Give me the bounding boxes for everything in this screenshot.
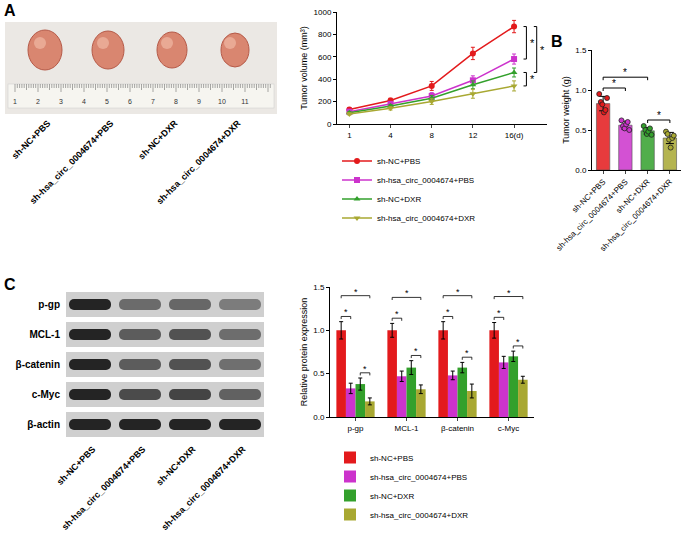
svg-text:sh-hsa_circ_0004674+PBS: sh-hsa_circ_0004674+PBS — [377, 176, 474, 185]
svg-text:1.0: 1.0 — [313, 326, 325, 335]
svg-text:1000: 1000 — [314, 8, 332, 17]
svg-text:*: * — [657, 110, 661, 121]
svg-text:β-catenin: β-catenin — [441, 424, 474, 433]
svg-text:0.5: 0.5 — [575, 126, 587, 135]
svg-text:Relative protein expression: Relative protein expression — [299, 298, 309, 407]
svg-text:*: * — [456, 287, 460, 297]
svg-text:MCL-1: MCL-1 — [29, 329, 60, 340]
svg-text:sh-hsa_circ_0004674+DXR: sh-hsa_circ_0004674+DXR — [598, 177, 674, 253]
svg-text:*: * — [530, 73, 535, 85]
svg-text:sh-hsa_circ_0004674+DXR: sh-hsa_circ_0004674+DXR — [160, 444, 248, 532]
svg-text:3: 3 — [59, 98, 63, 105]
svg-text:sh-NC+PBS: sh-NC+PBS — [10, 118, 53, 161]
svg-text:*: * — [363, 364, 367, 374]
svg-text:*: * — [465, 348, 469, 358]
svg-text:*: * — [414, 346, 418, 356]
svg-text:*: * — [497, 308, 501, 318]
svg-text:*: * — [507, 288, 511, 298]
svg-text:Tumor weight (g): Tumor weight (g) — [561, 76, 571, 144]
svg-text:sh-hsa_circ_0004674+PBS: sh-hsa_circ_0004674+PBS — [555, 177, 630, 252]
svg-text:p-gp: p-gp — [347, 424, 364, 433]
svg-text:6: 6 — [128, 98, 132, 105]
svg-text:1.5: 1.5 — [575, 46, 587, 55]
svg-text:sh-hsa_circ_0004674+DXR: sh-hsa_circ_0004674+DXR — [377, 214, 475, 223]
svg-text:*: * — [405, 288, 409, 298]
svg-text:0: 0 — [327, 120, 332, 129]
svg-text:1.0: 1.0 — [575, 86, 587, 95]
svg-text:10: 10 — [218, 98, 226, 105]
svg-text:9: 9 — [197, 98, 201, 105]
svg-text:1: 1 — [13, 98, 17, 105]
svg-text:0.0: 0.0 — [575, 166, 587, 175]
svg-text:800: 800 — [318, 30, 332, 39]
svg-text:*: * — [446, 307, 450, 317]
svg-text:sh-hsa_circ_0004674+PBS: sh-hsa_circ_0004674+PBS — [60, 444, 148, 532]
svg-text:2: 2 — [36, 98, 40, 105]
svg-text:B: B — [551, 33, 563, 50]
svg-text:*: * — [395, 309, 399, 319]
svg-text:8: 8 — [174, 98, 178, 105]
svg-text:1.5: 1.5 — [313, 283, 325, 292]
svg-text:0.5: 0.5 — [313, 369, 325, 378]
svg-text:β-catenin: β-catenin — [16, 359, 60, 370]
svg-text:*: * — [540, 44, 545, 56]
svg-text:sh-NC+DXR: sh-NC+DXR — [614, 177, 652, 215]
svg-text:C: C — [4, 276, 16, 293]
svg-text:sh-hsa_circ_0004674+PBS: sh-hsa_circ_0004674+PBS — [28, 118, 116, 206]
svg-text:β-actin: β-actin — [27, 419, 60, 430]
svg-text:sh-NC+DXR: sh-NC+DXR — [154, 444, 197, 487]
svg-text:sh-NC+PBS: sh-NC+PBS — [570, 177, 607, 214]
svg-text:MCL-1: MCL-1 — [394, 424, 419, 433]
svg-text:sh-NC+DXR: sh-NC+DXR — [370, 492, 414, 501]
svg-text:sh-NC+PBS: sh-NC+PBS — [377, 157, 420, 166]
svg-text:sh-NC+PBS: sh-NC+PBS — [370, 454, 413, 463]
svg-text:0.0: 0.0 — [313, 413, 325, 422]
svg-text:16(d): 16(d) — [505, 131, 524, 140]
svg-text:1: 1 — [347, 131, 352, 140]
svg-text:200: 200 — [318, 97, 332, 106]
svg-text:4: 4 — [388, 131, 393, 140]
svg-text:5: 5 — [105, 98, 109, 105]
svg-text:*: * — [516, 337, 520, 347]
svg-text:sh-NC+DXR: sh-NC+DXR — [136, 118, 179, 161]
svg-text:*: * — [354, 287, 358, 297]
svg-text:*: * — [612, 78, 616, 89]
svg-text:400: 400 — [318, 75, 332, 84]
svg-text:sh-hsa_circ_0004674+PBS: sh-hsa_circ_0004674+PBS — [370, 473, 467, 482]
svg-text:*: * — [623, 67, 627, 78]
svg-text:A: A — [4, 2, 16, 19]
svg-text:sh-NC+DXR: sh-NC+DXR — [377, 195, 421, 204]
svg-text:600: 600 — [318, 53, 332, 62]
svg-text:7: 7 — [151, 98, 155, 105]
svg-text:4: 4 — [82, 98, 86, 105]
svg-text:c-Myc: c-Myc — [32, 389, 61, 400]
svg-text:*: * — [530, 37, 535, 49]
svg-text:sh-hsa_circ_0004674+DXR: sh-hsa_circ_0004674+DXR — [370, 511, 468, 520]
svg-text:Tumor volume (mm³): Tumor volume (mm³) — [299, 26, 309, 110]
svg-text:11: 11 — [241, 98, 248, 105]
svg-text:8: 8 — [429, 131, 434, 140]
svg-text:p-gp: p-gp — [38, 299, 60, 310]
svg-text:sh-NC+PBS: sh-NC+PBS — [55, 444, 98, 487]
svg-text:sh-hsa_circ_0004674+DXR: sh-hsa_circ_0004674+DXR — [155, 118, 243, 206]
svg-text:c-Myc: c-Myc — [498, 424, 519, 433]
svg-text:*: * — [344, 307, 348, 317]
svg-text:12: 12 — [468, 131, 477, 140]
